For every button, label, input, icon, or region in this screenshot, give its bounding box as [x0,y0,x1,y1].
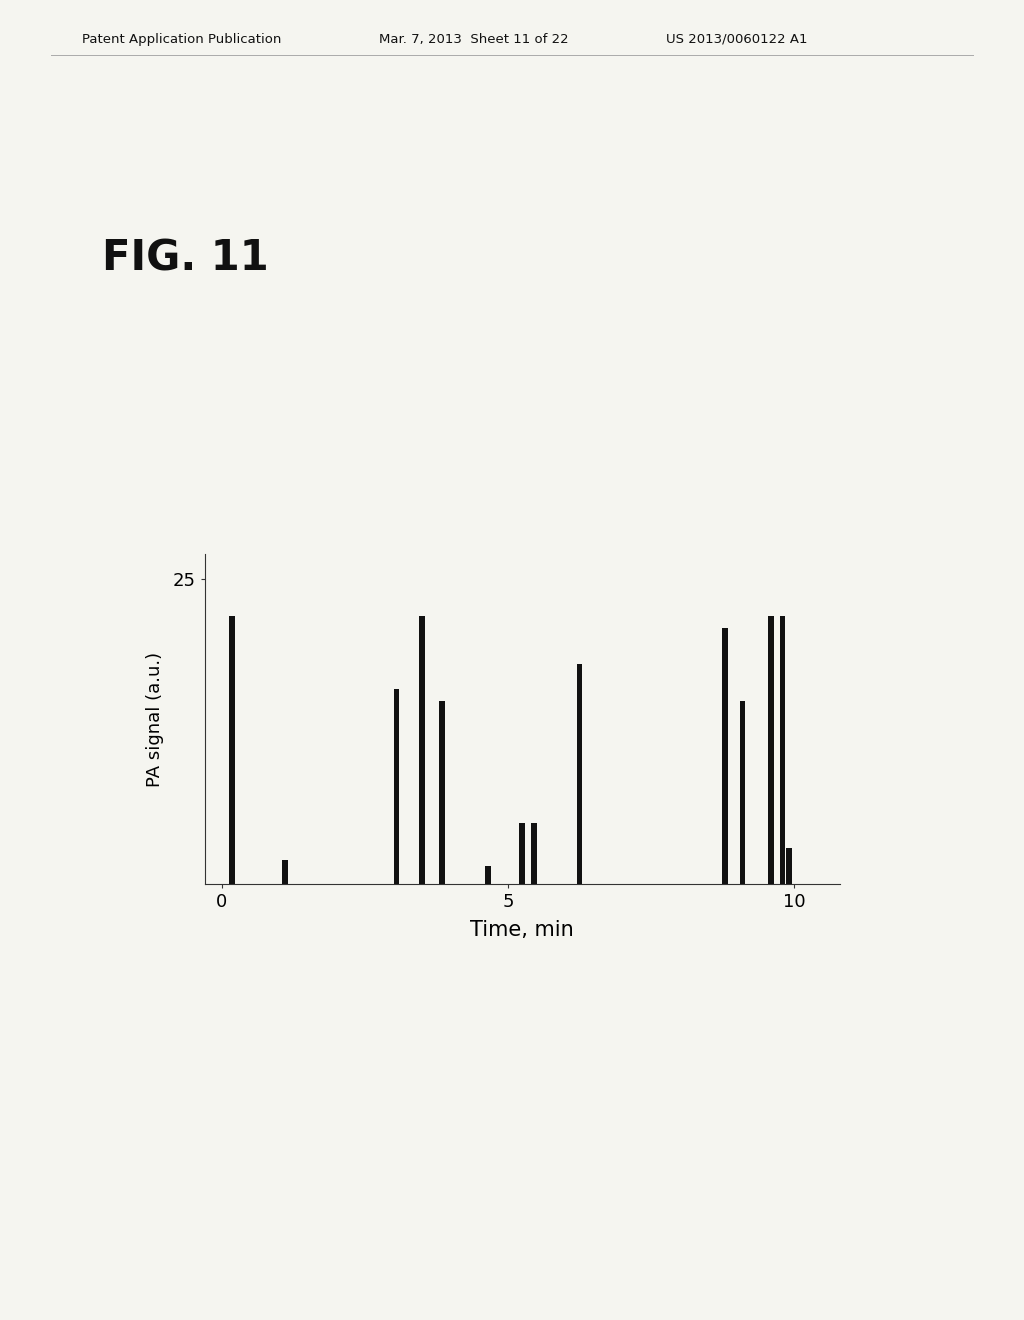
Bar [419,615,425,884]
Bar [768,615,774,884]
Y-axis label: PA signal (a.u.): PA signal (a.u.) [146,652,165,787]
Bar [485,866,490,884]
Bar [722,628,728,884]
Text: US 2013/0060122 A1: US 2013/0060122 A1 [666,33,807,46]
Bar [530,824,537,884]
Text: FIG. 11: FIG. 11 [102,238,269,280]
Text: Mar. 7, 2013  Sheet 11 of 22: Mar. 7, 2013 Sheet 11 of 22 [379,33,568,46]
X-axis label: Time, min: Time, min [470,920,574,940]
Bar [577,664,583,884]
Bar [439,701,445,884]
Text: Patent Application Publication: Patent Application Publication [82,33,282,46]
Bar [779,615,785,884]
Bar [229,615,236,884]
Bar [282,859,288,884]
Bar [739,701,745,884]
Bar [786,847,793,884]
Bar [519,824,525,884]
Bar [393,689,399,884]
